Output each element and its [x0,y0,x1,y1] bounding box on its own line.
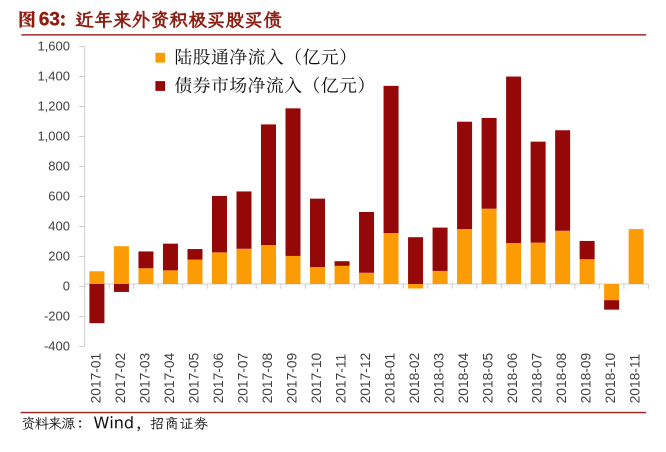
svg-text:-200: -200 [44,308,70,323]
svg-text:2018-11: 2018-11 [628,354,643,404]
svg-text:2018-05: 2018-05 [481,352,496,403]
svg-text:0: 0 [63,278,70,293]
svg-text:2018-04: 2018-04 [456,352,471,403]
svg-text:2017-12: 2017-12 [358,353,373,404]
svg-text:2018-07: 2018-07 [530,353,545,404]
svg-text:1,000: 1,000 [37,128,70,143]
svg-text:2018-09: 2018-09 [579,352,594,403]
svg-text:1,600: 1,600 [37,38,70,53]
svg-text:2017-11: 2017-11 [333,354,348,404]
svg-text:2017-10: 2017-10 [309,352,324,403]
svg-text:2017-04: 2017-04 [162,352,177,403]
svg-text:1,400: 1,400 [37,68,70,83]
svg-text:2017-06: 2017-06 [211,352,226,403]
svg-text:2018-08: 2018-08 [554,352,569,403]
svg-text:2018-03: 2018-03 [432,352,447,403]
svg-text:2017-08: 2017-08 [260,352,275,403]
svg-text:2018-06: 2018-06 [505,352,520,403]
svg-text:200: 200 [48,248,70,263]
svg-text:2017-03: 2017-03 [137,352,152,403]
svg-text:2017-05: 2017-05 [186,352,201,403]
svg-text:1,200: 1,200 [37,98,70,113]
svg-text:600: 600 [48,188,70,203]
svg-text:2018-02: 2018-02 [407,353,422,404]
svg-text:2017-07: 2017-07 [235,353,250,404]
svg-text:2018-10: 2018-10 [603,352,618,403]
svg-text:2017-02: 2017-02 [113,353,128,404]
svg-text:400: 400 [48,218,70,233]
svg-text:2018-01: 2018-01 [382,353,397,404]
svg-text:800: 800 [48,158,70,173]
svg-text:-400: -400 [44,338,70,353]
svg-text:2017-01: 2017-01 [88,353,103,404]
svg-text:2017-09: 2017-09 [284,352,299,403]
